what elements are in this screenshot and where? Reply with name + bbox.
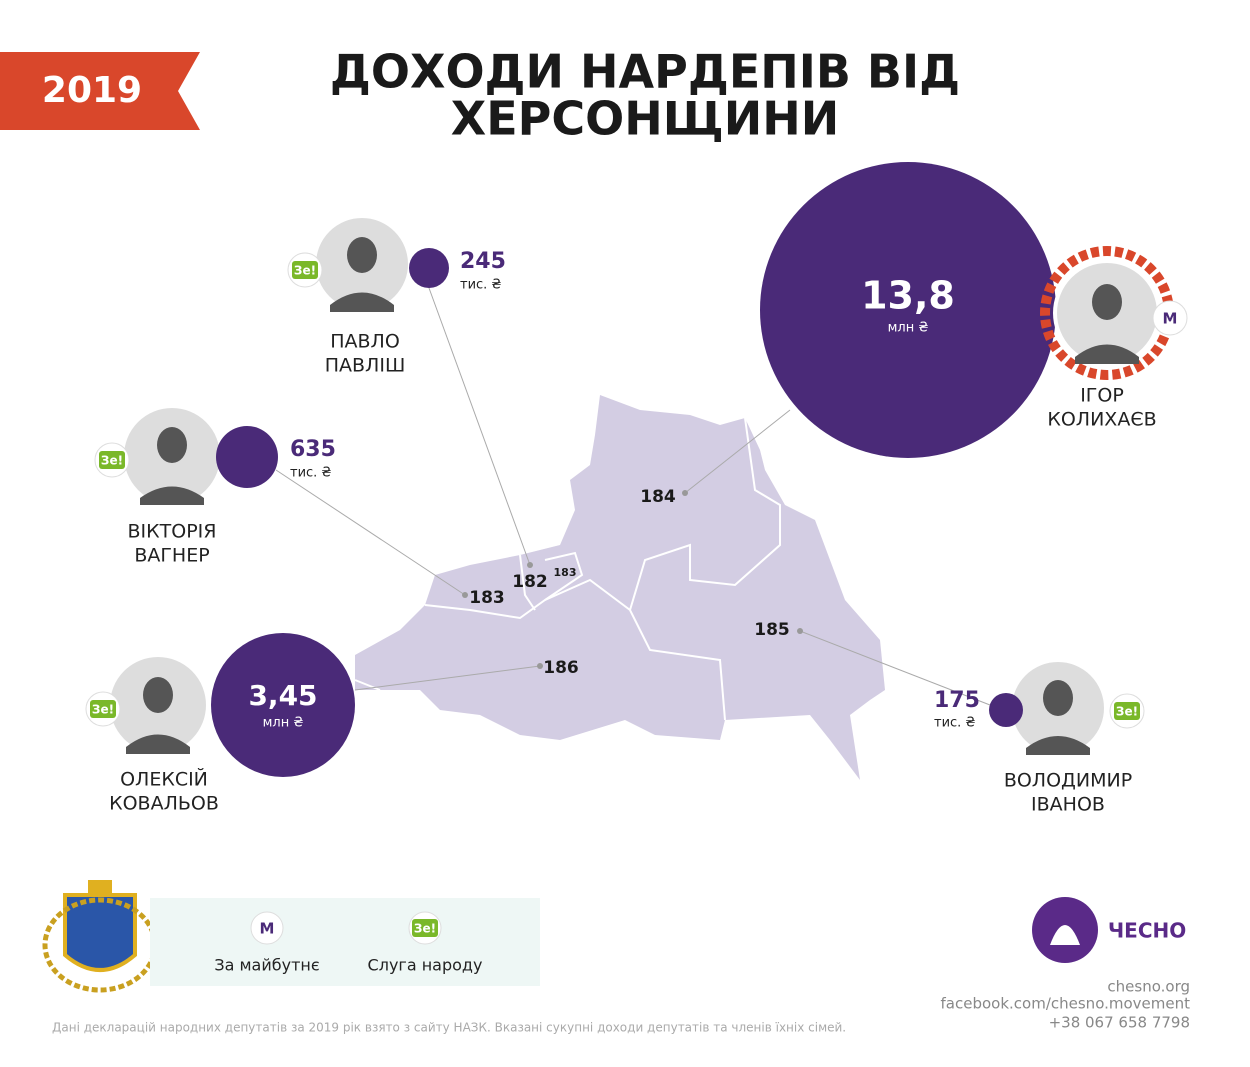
border xyxy=(424,578,726,721)
link xyxy=(354,665,541,691)
amount: 3,45 xyxy=(248,679,317,712)
year: 2019 xyxy=(42,70,142,111)
unit: тис. ₴ xyxy=(934,716,976,731)
border xyxy=(519,554,536,611)
name: ІГОР xyxy=(1080,385,1124,407)
border xyxy=(629,417,781,611)
district-label: 186 xyxy=(543,658,579,678)
unit: тис. ₴ xyxy=(290,466,332,481)
logo: ЧЕСНО xyxy=(1108,919,1186,943)
party-badge: Зе! xyxy=(92,703,114,717)
name: ОЛЕКСІЙ xyxy=(120,768,208,791)
income-bubble xyxy=(760,162,1056,458)
link xyxy=(799,630,991,706)
contact: facebook.com/chesno.movement xyxy=(941,995,1191,1013)
party-badge: М xyxy=(1163,310,1178,328)
name: ВАГНЕР xyxy=(134,545,209,567)
legend-label: Слуга народу xyxy=(368,956,483,975)
note: Дані декларацій народних депутатів за 20… xyxy=(52,1021,846,1035)
name: КОЛИХАЄВ xyxy=(1047,409,1156,431)
unit: млн ₴ xyxy=(888,321,929,336)
name: ПАВЛІШ xyxy=(325,355,406,377)
name: ІВАНОВ xyxy=(1031,794,1105,816)
title: ХЕРСОНЩИНИ xyxy=(451,92,839,146)
income-bubble xyxy=(211,633,355,777)
map xyxy=(354,395,885,780)
name: ВІКТОРІЯ xyxy=(128,521,217,543)
income-bubble xyxy=(409,248,449,288)
contact: chesno.org xyxy=(1107,978,1190,996)
amount: 245 xyxy=(460,249,506,274)
district-label: 185 xyxy=(754,620,790,640)
link xyxy=(684,409,791,494)
district-label: 184 xyxy=(640,487,676,507)
legend-box xyxy=(150,898,540,986)
income-bubble xyxy=(216,426,278,488)
year-banner xyxy=(0,52,200,130)
district-label: 183 xyxy=(554,566,577,579)
party-badge: Зе! xyxy=(1116,705,1138,719)
title: ДОХОДИ НАРДЕПІВ ВІД xyxy=(330,45,960,99)
amount: 635 xyxy=(290,437,336,462)
party-badge: Зе! xyxy=(101,454,123,468)
region xyxy=(355,395,885,780)
border xyxy=(544,551,584,601)
legend-icon: Зе! xyxy=(414,922,436,936)
name: ПАВЛО xyxy=(330,331,400,353)
party-badge: Зе! xyxy=(294,264,316,278)
border xyxy=(354,679,381,691)
amount: 13,8 xyxy=(861,274,955,318)
name: ВОЛОДИМИР xyxy=(1004,770,1132,792)
unit: тис. ₴ xyxy=(460,278,502,293)
link xyxy=(428,287,531,566)
contact: +38 067 658 7798 xyxy=(1049,1014,1190,1032)
district-label: 183 xyxy=(469,588,505,608)
income-bubble xyxy=(989,693,1023,727)
amount: 175 xyxy=(934,688,980,713)
links xyxy=(275,287,991,706)
legend-icon: М xyxy=(260,920,275,938)
name: КОВАЛЬОВ xyxy=(109,793,219,815)
coat-of-arms xyxy=(42,880,158,993)
legend-label: За майбутнє xyxy=(214,956,319,975)
unit: млн ₴ xyxy=(263,716,304,731)
district-label: 182 xyxy=(512,572,548,592)
link xyxy=(275,469,466,596)
